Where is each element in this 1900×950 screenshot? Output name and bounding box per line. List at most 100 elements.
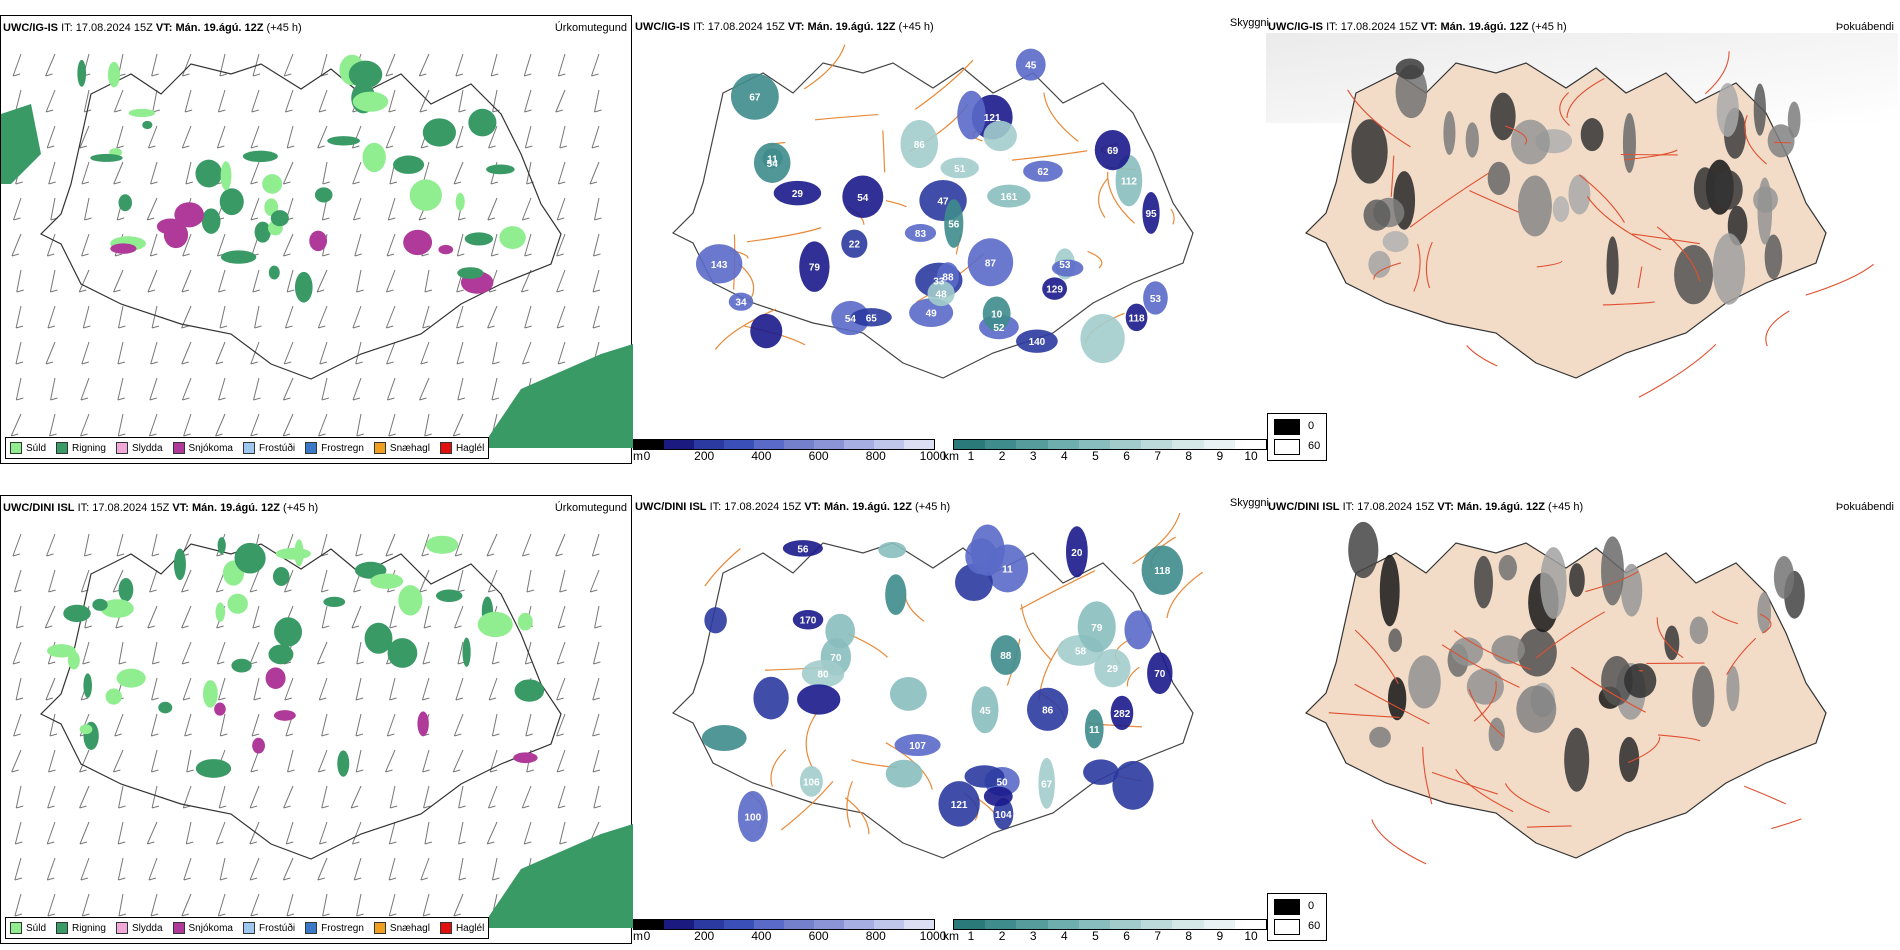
wind-barb [284, 677, 294, 701]
colorbar-tick: 600 [808, 929, 829, 943]
legend-label: Slydda [131, 442, 163, 454]
road-line [885, 200, 907, 208]
legend-swatch [172, 922, 185, 934]
precip-amount-label: 121 [984, 113, 1001, 124]
road-line [1637, 266, 1643, 289]
road-line [844, 797, 870, 835]
precip-amount-label: 143 [711, 260, 728, 271]
precip-area [309, 230, 328, 252]
precip-amount-label: 67 [1041, 779, 1053, 790]
precip-area [107, 61, 121, 88]
wind-barb [254, 305, 262, 329]
fog-shade-area [1787, 101, 1801, 138]
wind-barb [46, 821, 56, 845]
precip-area [352, 91, 389, 112]
precip-area [47, 644, 76, 658]
wind-barb [589, 161, 600, 185]
wind-barb [526, 161, 534, 185]
wind-barb [453, 713, 464, 737]
wind-barb [15, 605, 24, 629]
precip-area [118, 194, 132, 212]
road-line [1170, 208, 1175, 225]
wind-barb [217, 893, 226, 917]
wind-barb [557, 161, 566, 185]
precip-amount-label: 88 [1000, 651, 1012, 662]
wind-barb [556, 677, 566, 701]
precip-amount-label: 53 [1150, 294, 1162, 305]
colorbar-tick: 5 [1092, 929, 1099, 943]
wind-barb [419, 89, 430, 113]
cloud-area [1115, 154, 1143, 207]
fog-shade-area [1368, 250, 1391, 278]
cloud-area [894, 733, 941, 757]
precip-area [275, 547, 311, 560]
legend-label: Frostregn [321, 922, 364, 934]
wind-barb [422, 305, 430, 329]
fog-shade-area [1619, 736, 1640, 783]
colorbar-tick: 600 [808, 449, 829, 463]
wind-barb [419, 377, 430, 401]
fog-scale-dark-swatch [1274, 419, 1300, 435]
wind-barb [286, 269, 295, 293]
colorbar-tick: 9 [1216, 929, 1224, 943]
precip-amount-label: 56 [948, 220, 960, 231]
wind-barb [79, 749, 90, 773]
precip-area [142, 120, 153, 130]
fog-index-map [1266, 33, 1898, 398]
wind-barb [253, 377, 261, 401]
precip-area [468, 108, 497, 137]
wind-barb [283, 785, 294, 809]
legend-label: Snjókoma [188, 922, 233, 934]
precip-amount-label: 70 [1154, 669, 1166, 680]
colorbar-tick: 3 [1029, 929, 1037, 943]
wind-barb [83, 533, 92, 557]
wind-barb [490, 53, 499, 77]
wind-barb [591, 53, 600, 77]
wind-barb [151, 641, 160, 665]
wind-barb [454, 605, 464, 629]
panel-title: Þokuábendi [1835, 21, 1894, 33]
precip-amount-label: 129 [1046, 285, 1063, 296]
wind-barb [287, 749, 295, 773]
road-line [1043, 92, 1079, 142]
precip-area [477, 611, 513, 638]
wind-barb [49, 269, 58, 293]
wind-barb [321, 713, 329, 737]
height-colorbar: m 0 200 400 600 800 1000 [633, 439, 946, 465]
wind-barb [149, 377, 158, 401]
legend-item: Súld [10, 922, 46, 934]
wind-barb [592, 749, 601, 773]
wind-barb [490, 233, 499, 257]
cloud-area [1147, 652, 1173, 695]
colorbar-tick: 10 [1244, 929, 1258, 943]
height-unit: m [633, 929, 643, 943]
road-line [904, 594, 925, 622]
wind-barb [457, 569, 465, 593]
wind-barb [12, 53, 22, 77]
wind-barb [48, 749, 56, 773]
fog-shade-area [1490, 92, 1516, 141]
cloud-area [842, 175, 884, 219]
wind-barb [389, 677, 397, 701]
wind-barb [217, 89, 226, 113]
wind-barb [492, 89, 500, 113]
wind-barb [385, 305, 396, 329]
wind-barb [251, 89, 260, 113]
fog-shade-area [1517, 175, 1552, 237]
road-line [1373, 262, 1402, 280]
legend-item: Snjókoma [172, 442, 233, 454]
precip-amount-label: 11 [767, 154, 778, 165]
wind-barb [318, 89, 328, 113]
wind-barb [15, 785, 24, 809]
colorbar-tick: 5 [1092, 449, 1099, 463]
wind-barb [423, 605, 432, 629]
panel-title: Skyggni [1229, 497, 1269, 509]
wind-barb [45, 677, 56, 701]
precip-area [364, 622, 393, 654]
fog-shade-area [1580, 118, 1604, 152]
fog-scale-dark-swatch [1274, 899, 1300, 915]
wind-barb [456, 305, 464, 329]
road-line [846, 780, 854, 828]
wind-barb [423, 785, 431, 809]
cloud-area [1083, 759, 1119, 785]
